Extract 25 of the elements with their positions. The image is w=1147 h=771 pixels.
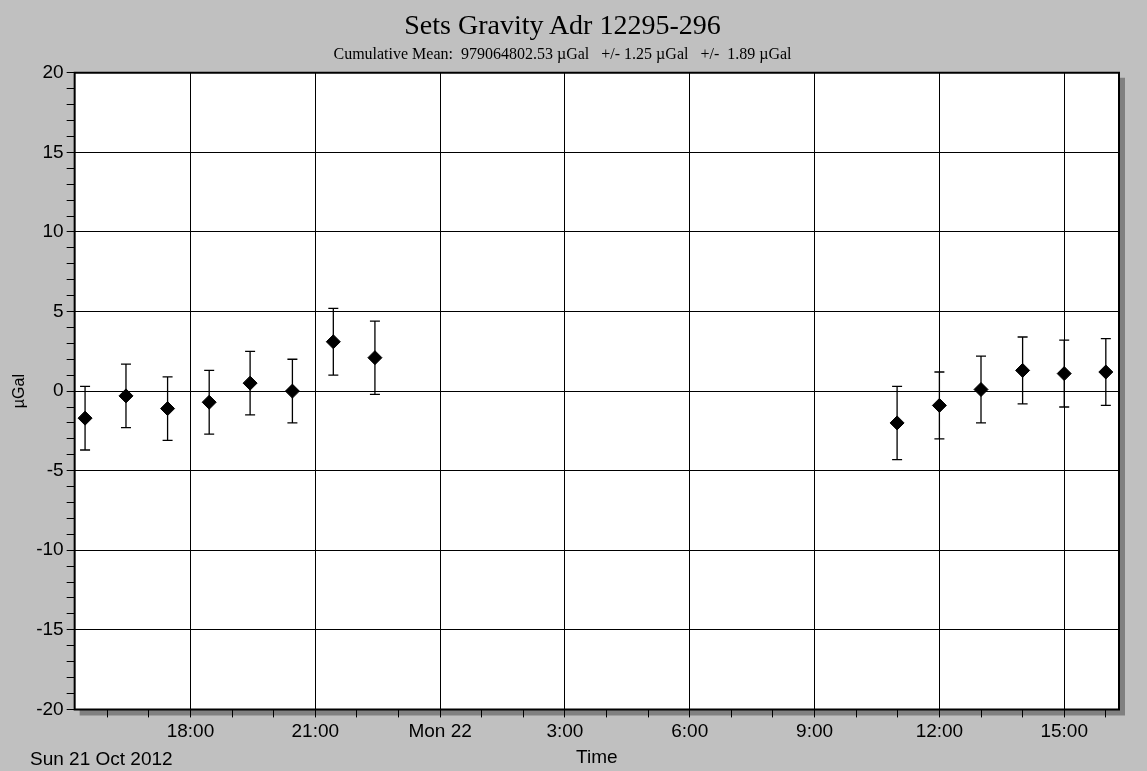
x-tick-label: 6:00	[671, 720, 709, 742]
x-tick-label: 12:00	[915, 720, 964, 742]
x-tick-label: 21:00	[291, 720, 340, 742]
point	[284, 383, 300, 399]
text: Sun 21 Oct 2012	[30, 747, 173, 769]
y-tick-label: 0	[53, 379, 64, 401]
y-tick-label: 5	[53, 299, 64, 321]
y-axis-title: µGal	[10, 374, 28, 409]
x-tick-label: 15:00	[1040, 720, 1088, 742]
y-tick-label: -10	[36, 538, 64, 560]
y-tick-label: -5	[46, 458, 64, 480]
y-tick-label: -20	[36, 697, 64, 719]
x-tick-label: 9:00	[796, 720, 834, 742]
y-tick-label: 10	[42, 220, 64, 242]
chart-subtitle: Cumulative Mean: 979064802.53 µGal +/- 1.25 µGal +/- 1.89 µGal	[333, 45, 793, 64]
y-tick-label: -15	[36, 618, 64, 640]
x-axis-title: Time	[576, 745, 618, 767]
point	[1098, 364, 1114, 380]
x-tick-label: 18:00	[166, 720, 215, 742]
x-tick-label: Mon 22	[408, 720, 472, 742]
chart-title: Sets Gravity Adr 12295-296	[404, 9, 721, 41]
y-tick-label: 20	[42, 61, 64, 83]
y-tick-label: 15	[42, 140, 64, 162]
x-tick-label: 3:00	[546, 720, 584, 742]
point	[1056, 366, 1072, 382]
